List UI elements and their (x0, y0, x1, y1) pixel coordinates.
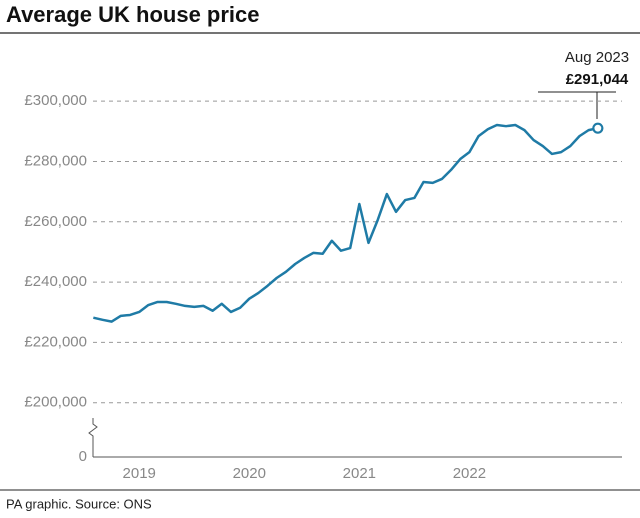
annotation-label: Aug 2023 (565, 49, 629, 66)
axis-break (88, 418, 98, 457)
chart-title: Average UK house price (6, 2, 260, 27)
y-tick-label: £260,000 (24, 213, 87, 230)
line (93, 123, 599, 323)
x-tick-label: 2019 (123, 465, 156, 482)
x-tick-label: 2022 (453, 465, 486, 482)
y-tick-label: £300,000 (24, 92, 87, 109)
source: PA graphic. Source: ONS (6, 496, 152, 511)
y-tick-label: £200,000 (24, 394, 87, 411)
x-tick-label: 2021 (343, 465, 376, 482)
annotation-value: £291,044 (566, 71, 629, 88)
y-tick-label: £240,000 (24, 273, 87, 290)
y-tick-label: £280,000 (24, 152, 87, 169)
y-tick-label: 0 (79, 448, 87, 465)
x-tick-label: 2020 (233, 465, 266, 482)
y-tick-label: £220,000 (24, 333, 87, 350)
end-marker (592, 122, 604, 134)
